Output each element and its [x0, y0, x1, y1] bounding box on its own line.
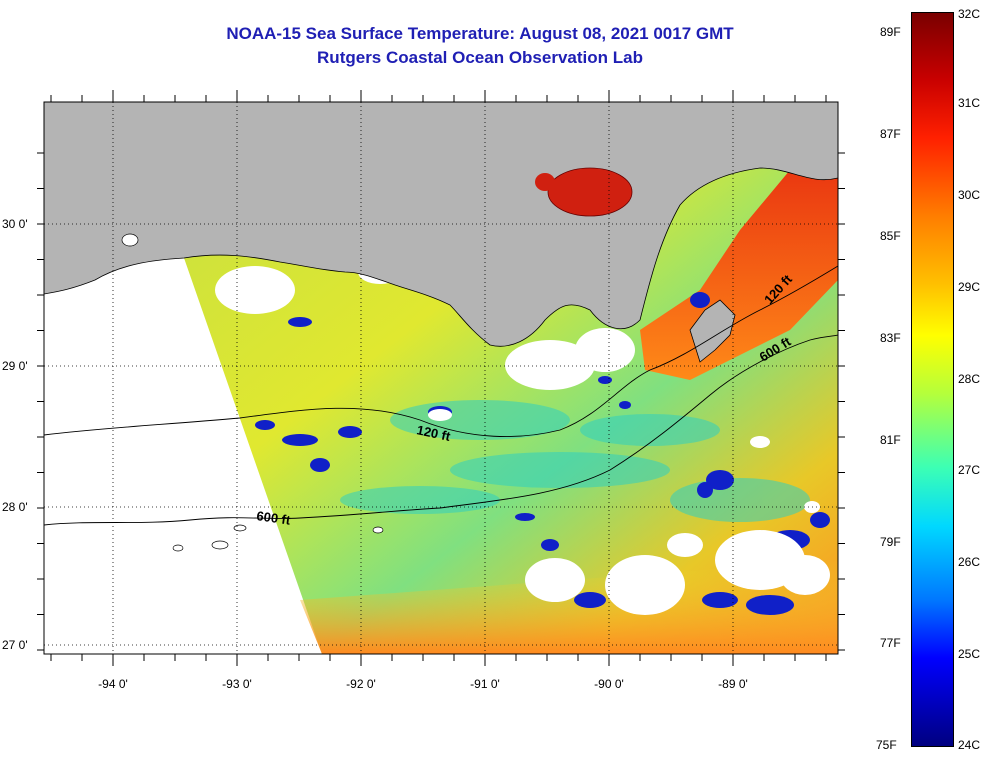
- lon-label-91: -91 0': [470, 677, 500, 691]
- graticule: [44, 102, 838, 654]
- cb-label-24c: 24C: [958, 738, 981, 752]
- contour-label-120ft-west: 120 ft: [415, 422, 452, 444]
- lon-label-90: -90 0': [594, 677, 624, 691]
- lake-borgne: [535, 173, 555, 191]
- cb-label-79f: 79F: [880, 535, 901, 549]
- cb-label-27c: 27C: [958, 463, 981, 477]
- cb-label-28c: 28C: [958, 372, 981, 386]
- contour-label-600ft-west: 600 ft: [256, 508, 292, 528]
- cb-label-32c: 32C: [958, 7, 981, 21]
- chart-title: NOAA-15 Sea Surface Temperature: August …: [226, 24, 734, 43]
- chart-subtitle: Rutgers Coastal Ocean Observation Lab: [317, 48, 643, 67]
- lat-label-27: 27 0': [2, 638, 28, 652]
- cb-label-30c: 30C: [958, 188, 981, 202]
- cb-label-83f: 83F: [880, 331, 901, 345]
- contour-600ft: [44, 334, 838, 526]
- cloud-mask: [215, 260, 830, 615]
- lon-label-89: -89 0': [718, 677, 748, 691]
- temperature-colorbar: [911, 12, 954, 747]
- lon-label-92: -92 0': [346, 677, 376, 691]
- lat-label-30: 30 0': [2, 217, 28, 231]
- lat-label-29: 29 0': [2, 359, 28, 373]
- lat-label-28: 28 0': [2, 500, 28, 514]
- contour-120ft: [44, 265, 838, 437]
- cb-label-29c: 29C: [958, 280, 981, 294]
- cb-label-87f: 87F: [880, 127, 901, 141]
- warm-water-region: [640, 150, 838, 380]
- cb-label-31c: 31C: [958, 96, 981, 110]
- cb-label-25c: 25C: [958, 647, 981, 661]
- lon-label-93: -93 0': [222, 677, 252, 691]
- lake-pontchartrain: [547, 167, 633, 217]
- cb-label-85f: 85F: [880, 229, 901, 243]
- cb-label-89f: 89F: [880, 25, 901, 39]
- cb-label-26c: 26C: [958, 555, 981, 569]
- cb-label-77f: 77F: [880, 636, 901, 650]
- plot-frame: [43, 101, 839, 655]
- land-mass: [44, 102, 838, 347]
- lon-label-94: -94 0': [98, 677, 128, 691]
- cb-label-81f: 81F: [880, 433, 901, 447]
- warm-south-band: [300, 560, 838, 654]
- cb-label-75f: 75F: [876, 738, 897, 752]
- axis-ticks: [37, 90, 845, 666]
